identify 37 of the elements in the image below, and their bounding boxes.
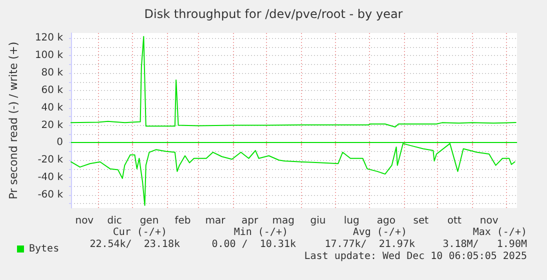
line-series	[70, 143, 516, 206]
x-tick-label: dic	[107, 216, 122, 226]
text: Cur (-/+)	[112, 227, 167, 239]
x-tick-label: lug	[344, 216, 360, 226]
y-tick-label: 0	[56, 137, 63, 148]
y-tick-label: 100 k	[34, 50, 64, 62]
text: 0.00 / 10.31k	[212, 239, 296, 251]
text: Min (-/+)	[234, 227, 288, 239]
legend-label: Bytes	[29, 244, 60, 254]
x-tick-label: mag	[272, 216, 294, 226]
y-tick-label: -60 k	[38, 189, 64, 200]
x-tick-label: nov	[75, 216, 94, 226]
y-tick-label: 120 k	[34, 32, 64, 44]
x-tick-label: nov	[480, 216, 498, 226]
text: 22.54k/ 23.18k	[90, 239, 180, 251]
line-series	[70, 36, 516, 128]
x-tick-label: apr	[242, 216, 260, 226]
text: 17.77k/ 21.97k	[324, 239, 415, 251]
chart-title: Disk throughput for /dev/pve/root - by year	[144, 7, 403, 21]
x-tick-label: feb	[174, 216, 191, 226]
x-tick-label: ott	[447, 216, 462, 226]
text: Max (-/+)	[472, 227, 527, 239]
x-tick-label: set	[413, 216, 429, 226]
x-tick-label: ago	[376, 216, 396, 226]
x-tick-label: giu	[310, 216, 326, 226]
x-tick-label: gen	[140, 216, 159, 226]
x-tick-label: mar	[205, 216, 226, 226]
y-tick-label: 60 k	[41, 84, 64, 96]
text: 3.18M/ 1.90M	[442, 239, 527, 251]
y-tick-label: 80 k	[41, 68, 64, 79]
text: Avg (-/+)	[352, 227, 407, 239]
text: Last update: Wed Dec 10 06:05:05 2025	[304, 251, 527, 263]
y-tick-label: -20 k	[38, 154, 64, 166]
y-axis-title: Pr second read (-) / write (+)	[7, 42, 20, 200]
y-tick-label: 40 k	[41, 102, 64, 114]
y-tick-label: -40 k	[38, 172, 64, 184]
y-tick-label: 20 k	[41, 120, 64, 131]
